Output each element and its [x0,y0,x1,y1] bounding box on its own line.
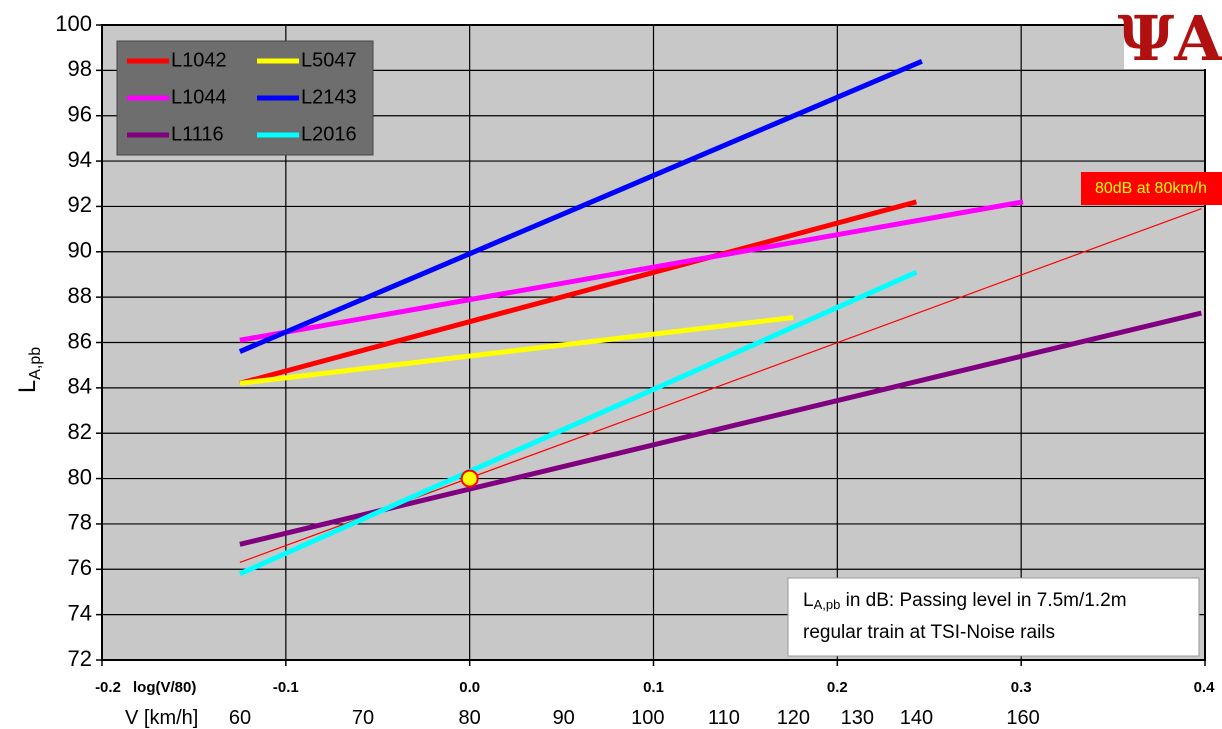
logo-text: ΨA [1118,2,1222,75]
note-sub: A,pb [814,597,841,612]
legend-label-l1116: L1116 [171,123,224,145]
y-tick-label: 92 [68,192,92,217]
x-tick-label: 0.3 [1011,679,1032,696]
logo-background [1124,3,1217,69]
x-tick-label: 0.0 [459,679,480,696]
y-tick-label: 74 [68,600,92,625]
legend-label-l1044: L1044 [171,86,227,108]
note-line-1: LA,pb in dB: Passing level in 7.5m/1.2m [803,590,1127,612]
series-line-l2143 [238,58,923,354]
series-line-l1042 [239,199,918,386]
speed-tick-label: 90 [553,707,575,729]
speed-tick-label: 160 [1006,707,1039,729]
series-line-l1116 [239,310,1202,547]
y-axis-ticks: 72 74 76 78 80 82 84 86 88 90 92 94 96 98 100 [55,11,102,671]
series-line-l1044 [239,199,1024,343]
y-tick-label: 86 [68,328,92,353]
logo: ΨA [1118,2,1222,75]
reference-marker [460,469,479,488]
speed-tick-label: 70 [352,707,374,729]
y-tick-label: 98 [68,56,92,81]
callout-box [1081,172,1222,205]
y-tick-label: 94 [68,147,92,172]
speed-tick-label: 100 [631,707,664,729]
y-tick-label: 80 [68,464,92,489]
y-tick-label: 84 [68,374,92,399]
note-text-1: in dB: Passing level in 7.5m/1.2m [840,590,1126,611]
speed-axis-ticks: 60 70 80 90 100 110 120 130 140 160 [229,707,1040,729]
speed-tick-label: 130 [841,707,874,729]
legend-label-l2016: L2016 [301,123,357,145]
speed-axis-label: V [km/h] [125,707,198,729]
note-background [787,577,1200,657]
y-tick-label: 82 [68,419,92,444]
speed-tick-label: 110 [708,707,740,729]
legend-label-l1042: L1042 [171,49,227,71]
legend-label-l2143: L2143 [301,86,357,108]
y-tick-label: 100 [55,11,92,36]
x-tick-label: -0.2 [95,679,121,696]
speed-tick-label: 80 [459,707,481,729]
y-axis-label: LA,pb [14,347,44,393]
x-axis-label: log(V/80) [133,679,196,696]
y-axis-label-main: L [14,380,41,393]
speed-tick-label: 140 [900,707,933,729]
legend: L1042 L5047 L1044 L2143 L1116 L2016 [116,40,374,156]
x-tick-label: 0.2 [827,679,848,696]
y-tick-label: 78 [68,510,92,535]
x-tick-label: 0.1 [643,679,664,696]
callout-text: 80dB at 80km/h [1095,180,1207,197]
x-tick-label: 0.4 [1194,679,1216,696]
legend-label-l5047: L5047 [301,49,357,71]
note-line-2: regular train at TSI-Noise rails [803,622,1055,643]
note-l: L [803,590,814,611]
y-tick-label: 76 [68,555,92,580]
x-axis-ticks: -0.2 -0.1 0.0 0.1 0.2 0.3 0.4 [95,660,1215,696]
y-tick-label: 88 [68,283,92,308]
series-line-l2016 [238,269,918,577]
series-line-l5047 [239,315,794,386]
y-tick-label: 96 [68,102,92,127]
speed-tick-label: 60 [229,707,251,729]
y-axis-label-sub: A,pb [27,347,44,380]
callout: 80dB at 80km/h [1081,172,1222,205]
y-tick-label: 90 [68,238,92,263]
note-box: LA,pb in dB: Passing level in 7.5m/1.2m … [787,577,1200,657]
speed-tick-label: 120 [777,707,810,729]
x-tick-label: -0.1 [273,679,299,696]
series-group [238,58,1202,577]
y-tick-label: 72 [68,646,92,671]
